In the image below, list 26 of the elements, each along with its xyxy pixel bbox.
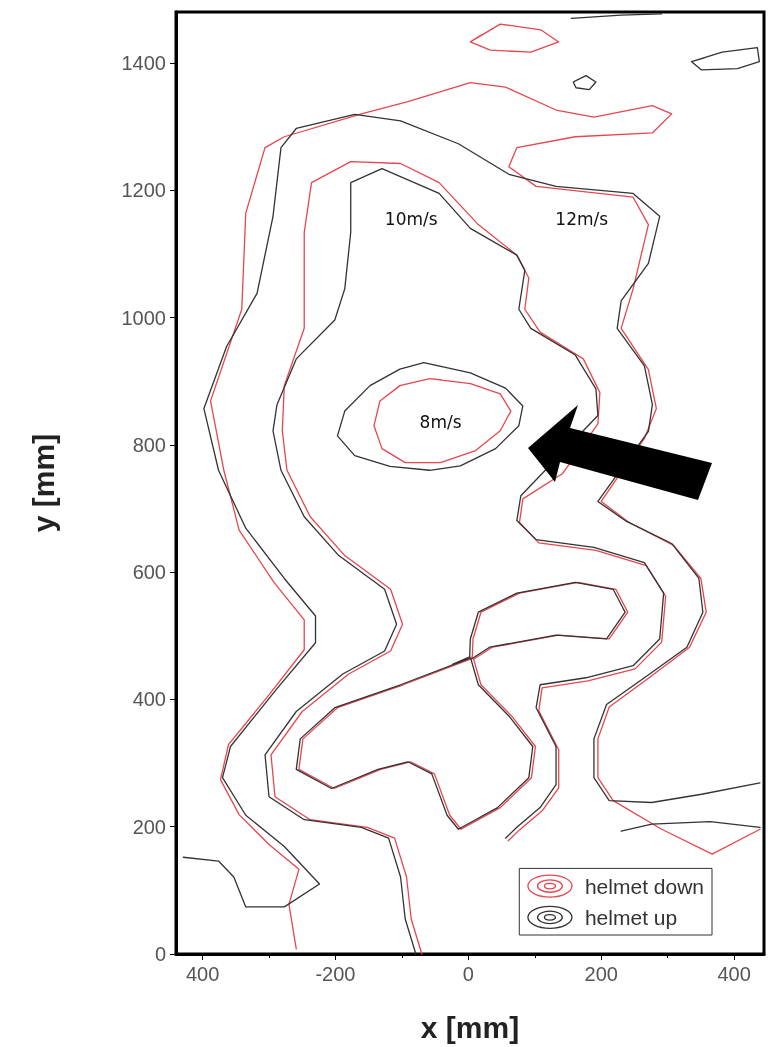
y-tick-label: 800 [132, 433, 166, 456]
x-tick-label: 0 [462, 963, 474, 985]
x-tick-label: 400 [717, 963, 751, 985]
y-tick-label: 200 [132, 815, 166, 838]
line-series [336, 362, 524, 471]
y-tick-label: 400 [132, 688, 166, 711]
x-tick-label: 400 [185, 963, 220, 985]
x-axis-title: x [mm] [420, 1010, 520, 1044]
y-axis-title: y [mm] [26, 433, 60, 533]
annotation: 12m/s [555, 209, 609, 230]
line-series [690, 46, 760, 71]
line-series [572, 75, 597, 91]
y-tick-label: 0 [154, 943, 166, 965]
annotation: 10m/s [384, 209, 438, 230]
y-tick-label: 1200 [121, 179, 166, 202]
line-series [469, 23, 560, 53]
y-tick-label: 600 [132, 561, 166, 584]
annotation: 8m/s [419, 412, 462, 433]
legend-label: helmet down [584, 874, 705, 898]
line-series [373, 377, 512, 464]
legend-label: helmet up [584, 905, 678, 929]
y-tick-label: 1400 [121, 51, 166, 74]
x-tick-label: -200 [315, 963, 356, 985]
y-tick-label: 1000 [121, 306, 166, 329]
x-tick-label: 200 [584, 963, 618, 985]
line-series [620, 820, 761, 832]
